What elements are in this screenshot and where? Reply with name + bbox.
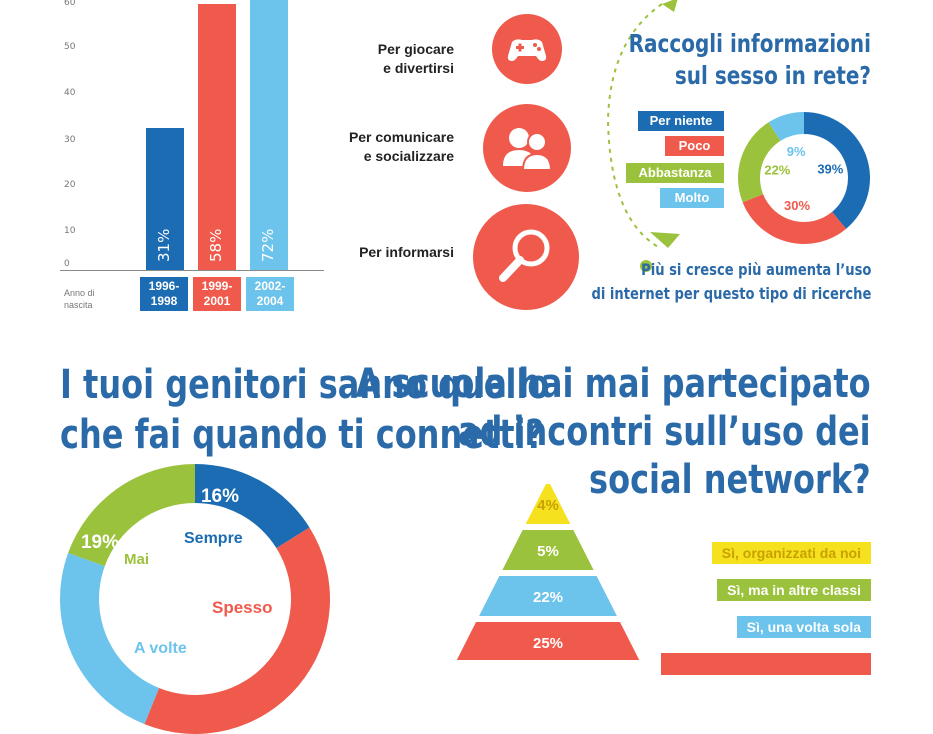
donut-slice-poco bbox=[742, 194, 847, 244]
donut-slice-molto bbox=[768, 112, 804, 141]
axis-tick: 30 bbox=[64, 135, 76, 145]
school-title: A scuola hai mai partecipato ad incontri… bbox=[356, 360, 871, 504]
axis-tick: 10 bbox=[64, 226, 76, 236]
donut-slice-mai bbox=[68, 464, 195, 567]
year-text: 1999- 2001 bbox=[201, 279, 233, 308]
axis-note-text: Anno di nascita bbox=[64, 288, 95, 310]
bar-value-label: 31% bbox=[155, 228, 173, 262]
title-line: che fai quando ti connetti? bbox=[60, 412, 545, 458]
sex-info-donut: 39% 30% 22% 9% bbox=[738, 112, 870, 244]
axis-tick: 60 bbox=[64, 0, 76, 8]
year-label: 2002- 2004 bbox=[246, 277, 294, 311]
sex-info-title: Raccogli informazioni sul sesso in rete? bbox=[629, 28, 871, 92]
legend-item: Poco bbox=[665, 136, 724, 156]
parents-title: I tuoi genitori sanno quello che fai qua… bbox=[60, 360, 549, 460]
label-sempre: Sempre bbox=[184, 530, 243, 547]
donut-value-sempre: 16% bbox=[201, 486, 239, 507]
pyramid-band bbox=[525, 484, 571, 524]
school-pyramid: 4% 5% 22% 25% bbox=[456, 484, 640, 660]
legend-item: Per niente bbox=[638, 111, 724, 131]
year-text: 1996- 1998 bbox=[148, 279, 180, 308]
legend-item: Sì, organizzati da noi bbox=[711, 542, 871, 564]
year-label: 1999- 2001 bbox=[193, 277, 241, 311]
bullet-dot bbox=[640, 260, 652, 272]
people-icon bbox=[483, 104, 571, 192]
sex-info-note: Più si cresce più aumenta l’uso di inter… bbox=[591, 258, 871, 306]
pyramid-value-label: 22% bbox=[533, 589, 563, 606]
bar-value-label: 72% bbox=[259, 228, 277, 262]
donut-slice-abbastanza bbox=[738, 122, 781, 203]
gamepad-icon bbox=[492, 14, 562, 84]
purpose-label: Per informarsi bbox=[359, 244, 454, 260]
bar-1999-2001 bbox=[198, 4, 236, 270]
title-line: social network? bbox=[589, 457, 871, 503]
donut-value-label: 39% bbox=[817, 162, 843, 177]
title-line: I tuoi genitori sanno quello bbox=[60, 362, 550, 408]
legend-item: Sì, una volta sola bbox=[736, 616, 871, 638]
note-line: di internet per questo tipo di ricerche bbox=[591, 284, 871, 303]
bar-value-label: 58% bbox=[207, 228, 225, 262]
donut-slice-per-niente bbox=[804, 112, 870, 229]
axis-tick: 40 bbox=[64, 88, 76, 98]
legend-item: Sì, ma in altre classi bbox=[717, 579, 871, 601]
axis-tick: 50 bbox=[64, 42, 76, 52]
legend-item-partial bbox=[661, 653, 871, 675]
legend-item: Abbastanza bbox=[626, 163, 724, 183]
year-label: 1996- 1998 bbox=[140, 277, 188, 311]
pyramid-band bbox=[479, 576, 617, 616]
purpose-label: Per comunicare e socializzare bbox=[348, 129, 454, 164]
donut-slice-sempre bbox=[195, 464, 310, 549]
year-text: 2002- 2004 bbox=[254, 279, 286, 308]
axis-tick: 20 bbox=[64, 180, 76, 190]
legend-item: Molto bbox=[660, 188, 724, 208]
bar-2002-2004 bbox=[250, 0, 288, 270]
pyramid-value-label: 25% bbox=[533, 635, 563, 652]
pyramid-band bbox=[502, 530, 594, 570]
label-spesso: Spesso bbox=[212, 598, 273, 617]
title-line: Raccogli informazioni bbox=[628, 29, 871, 58]
note-line: Più si cresce più aumenta l’uso bbox=[640, 260, 871, 279]
title-line: ad incontri sull’uso dei bbox=[458, 409, 871, 455]
donut-value-label: 22% bbox=[764, 162, 790, 177]
label-a-volte: A volte bbox=[134, 640, 187, 657]
dashed-arrow bbox=[606, 0, 680, 249]
donut-slice-a-volte bbox=[60, 552, 160, 725]
parents-donut: 16% 19% bbox=[60, 464, 330, 734]
bar-1996-1998 bbox=[146, 128, 184, 270]
pyramid-value-label: 4% bbox=[537, 497, 559, 514]
pyramid-band bbox=[456, 622, 640, 660]
axis-note: Anno di nascita bbox=[64, 287, 95, 311]
title-line: sul sesso in rete? bbox=[674, 61, 871, 90]
pyramid-value-label: 5% bbox=[537, 543, 559, 560]
donut-value-mai: 19% bbox=[81, 532, 119, 553]
label-mai: Mai bbox=[124, 551, 150, 568]
axis-tick: 0 bbox=[64, 259, 70, 269]
donut-value-label: 30% bbox=[784, 198, 810, 213]
donut-value-label: 9% bbox=[787, 144, 806, 159]
x-axis-line bbox=[60, 270, 324, 271]
title-line: A scuola hai mai partecipato bbox=[356, 361, 871, 407]
purpose-label: Per giocare e divertirsi bbox=[377, 41, 454, 76]
donut-slice-spesso bbox=[144, 527, 330, 734]
magnifier-icon bbox=[473, 204, 579, 310]
